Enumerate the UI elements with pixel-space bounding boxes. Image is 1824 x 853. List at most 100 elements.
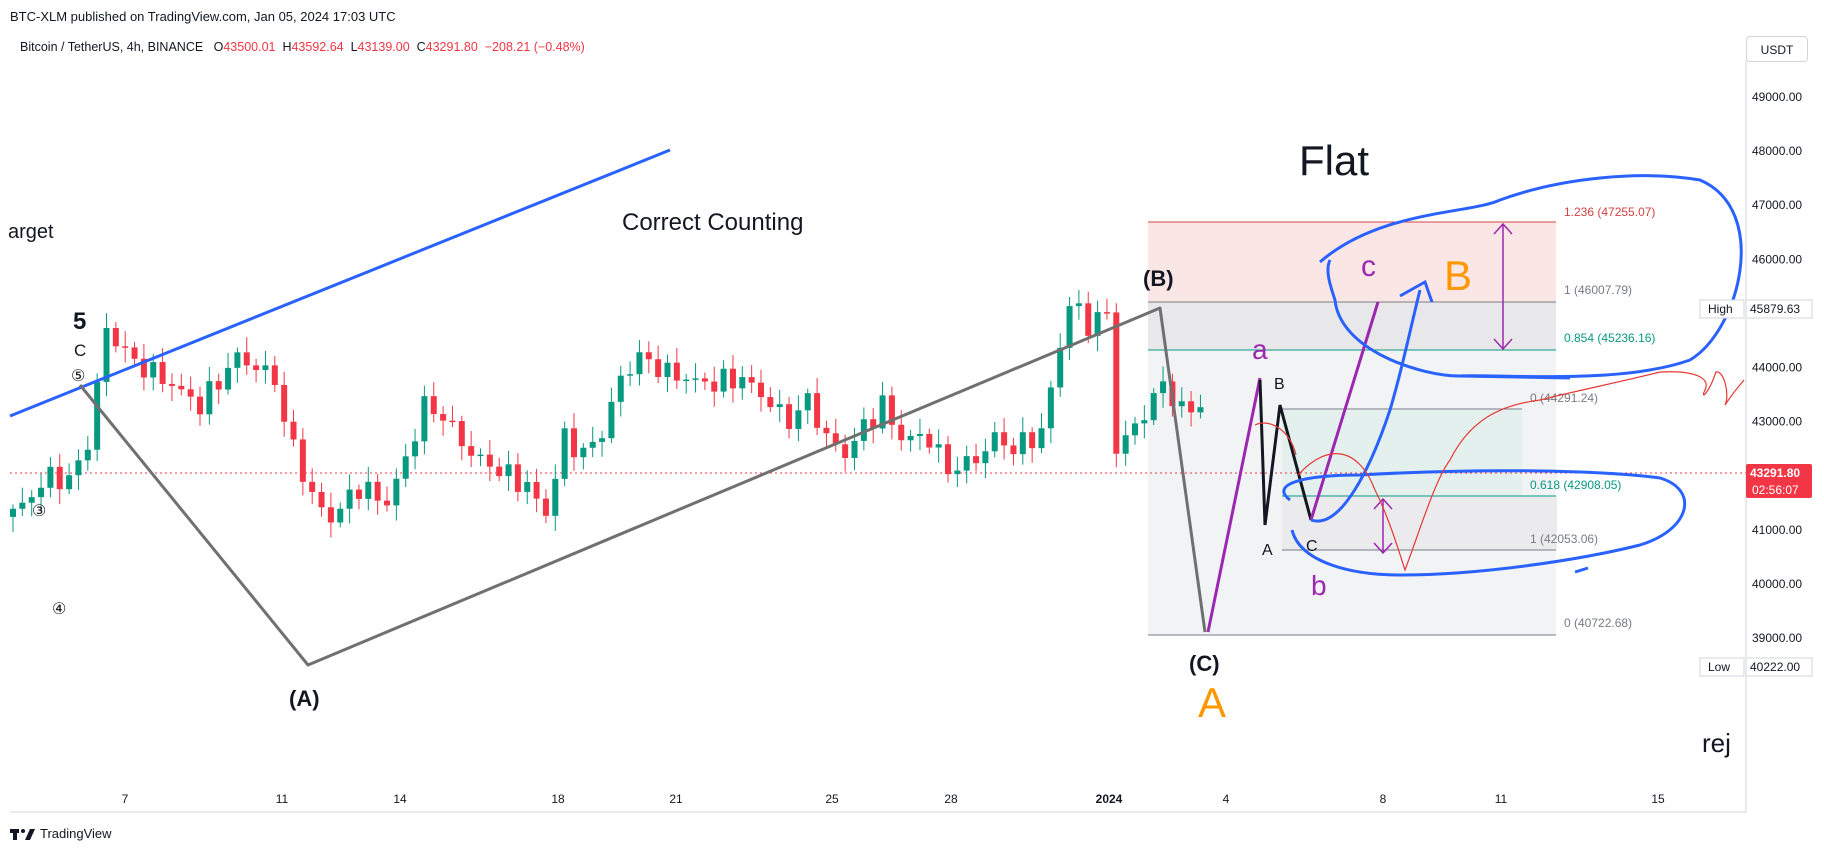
candle-body — [1001, 432, 1008, 446]
candle-body — [299, 439, 306, 482]
candle-body — [1150, 393, 1157, 421]
candle-body — [56, 466, 63, 490]
candle-body — [1047, 387, 1054, 429]
x-tick-label: 14 — [393, 792, 407, 806]
candle-body — [1160, 381, 1167, 394]
fib-label-6: 0 (40722.68) — [1564, 616, 1632, 630]
mini-A-label: A — [1262, 542, 1273, 559]
candle-body — [225, 367, 232, 390]
flat-label: Flat — [1299, 137, 1369, 184]
circle-3-label: ③ — [32, 503, 46, 520]
x-tick-label: 25 — [825, 792, 839, 806]
candle-body — [786, 404, 793, 429]
fib-label-1: 1 (46007.79) — [1564, 283, 1632, 297]
candle-body — [720, 368, 727, 392]
candle-body — [664, 362, 671, 377]
candle-body — [701, 378, 708, 382]
candle-body — [159, 362, 166, 384]
high-tag-label: High — [1708, 302, 1733, 316]
x-tick-label: 7 — [122, 792, 129, 806]
candle-body — [355, 489, 362, 499]
high-tag-value: 45879.63 — [1750, 302, 1800, 316]
small-a-label: a — [1252, 334, 1268, 365]
mini-C-label: C — [1306, 538, 1318, 555]
candle-body — [973, 456, 980, 464]
candle-body — [168, 383, 175, 386]
target-label: arget — [8, 221, 54, 243]
fib-labels: 1.236 (47255.07) 1 (46007.79) 0.854 (452… — [1530, 205, 1655, 630]
candle-body — [804, 393, 811, 411]
open-label: O — [213, 40, 224, 54]
candle-body — [421, 396, 428, 442]
candle-body — [112, 327, 119, 347]
current-price-value: 43291.80 — [1750, 466, 1800, 480]
candle-body — [281, 384, 288, 422]
fib-label-3: 0 (44291.24) — [1530, 391, 1598, 405]
low-value-box — [1745, 657, 1813, 677]
candle-body — [103, 327, 110, 382]
blue-lower-tail — [1574, 566, 1589, 574]
candle-body — [47, 466, 54, 488]
candle-body — [1178, 401, 1185, 407]
candle-body — [888, 395, 895, 425]
y-tick-label: 46000.00 — [1752, 252, 1802, 266]
y-tick-label: 41000.00 — [1752, 523, 1802, 537]
purple-arrowheads-lower — [1373, 497, 1393, 555]
candle-body — [561, 428, 568, 479]
fib-label-0: 1.236 (47255.07) — [1564, 205, 1655, 219]
candle-body — [140, 358, 147, 378]
x-tick-label: 11 — [276, 792, 289, 806]
wave-C-paren-label: (C) — [1189, 651, 1220, 676]
candle-body — [1029, 432, 1036, 449]
countdown-value: 02:56:07 — [1752, 483, 1799, 497]
x-tick-label: 15 — [1651, 792, 1665, 806]
high-label: H — [282, 40, 292, 54]
candle-body — [552, 478, 559, 516]
candle-body — [122, 346, 129, 348]
footer-brand[interactable]: TradingView — [10, 826, 112, 841]
candle-body — [926, 433, 933, 448]
x-tick-label: 8 — [1380, 792, 1387, 806]
published-header: BTC-XLM published on TradingView.com, Ja… — [10, 9, 396, 24]
candle-body — [505, 464, 512, 477]
candle-body — [412, 441, 419, 457]
currency-button[interactable]: USDT — [1746, 36, 1808, 62]
candle-body — [945, 444, 951, 475]
candle-body — [384, 500, 390, 506]
y-tick-label: 40000.00 — [1752, 577, 1802, 591]
candle-body — [589, 441, 596, 448]
blue-upper-ellipse — [1319, 174, 1743, 379]
candle-body — [28, 497, 35, 503]
candle-body — [1038, 428, 1045, 449]
low-tag-value: 40222.00 — [1750, 660, 1800, 674]
candle-body — [496, 466, 503, 477]
candle-body — [533, 481, 540, 499]
candle-body — [458, 421, 465, 447]
candle-body — [243, 352, 250, 366]
blue-arrowhead — [1399, 279, 1434, 303]
candle-body — [1066, 306, 1073, 348]
candle-body — [430, 396, 437, 415]
fib-label-4: 0.618 (42908.05) — [1530, 478, 1621, 492]
candle-body — [253, 365, 260, 371]
mini-B-label: B — [1274, 376, 1285, 393]
candle-body — [870, 419, 877, 429]
y-axis: 39000.0040000.0041000.0042000.0043000.00… — [1752, 90, 1802, 645]
candle-body — [636, 352, 643, 375]
low-value: 43139.00 — [357, 40, 410, 54]
blue-trendline — [9, 148, 671, 418]
candle-body — [1197, 407, 1204, 413]
candle-body — [814, 393, 821, 428]
candle-body — [1075, 303, 1082, 307]
candle-body — [187, 389, 194, 397]
candle-body — [991, 432, 998, 452]
candle-body — [571, 428, 577, 458]
purple-leg-c — [1309, 301, 1380, 521]
rej-label: rej — [1702, 728, 1731, 758]
fib-lines — [1148, 221, 1556, 636]
y-tick-label: 47000.00 — [1752, 198, 1802, 212]
candle-body — [468, 446, 475, 456]
candle-body — [655, 359, 662, 377]
x-tick-label: 2024 — [1096, 792, 1123, 806]
